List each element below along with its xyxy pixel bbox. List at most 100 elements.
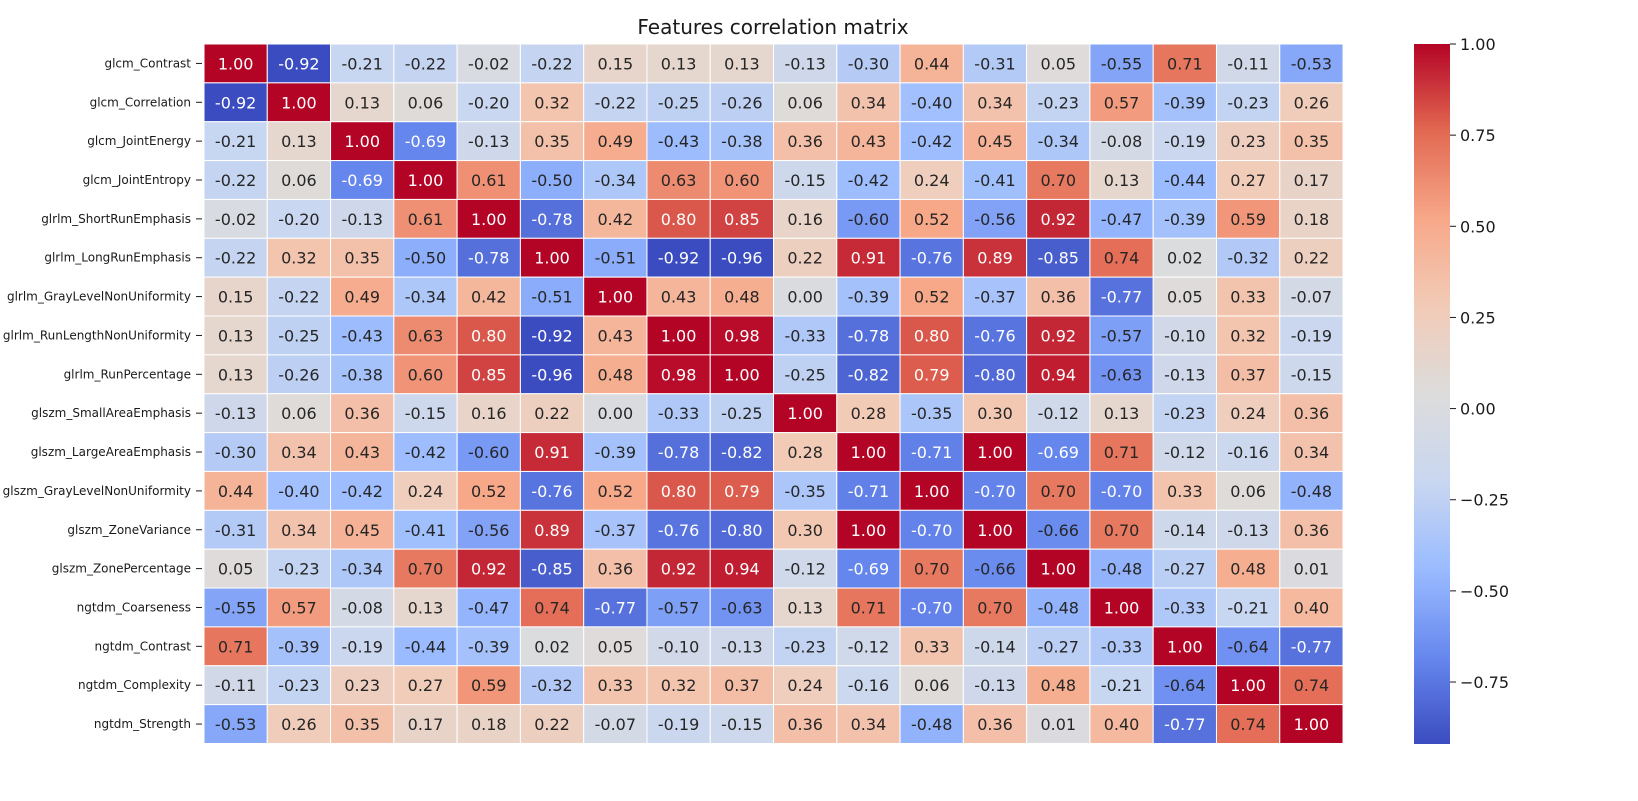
cell-value-label-r3-c0: -0.22 [215, 171, 256, 190]
cell-value-label-r11-c6: 0.52 [598, 482, 634, 501]
cell-value-label-r17-c3: 0.17 [408, 715, 444, 734]
heatmap-cell-r6-c9 [773, 276, 838, 317]
heatmap-cell-r15-c11 [899, 626, 964, 667]
heatmap-cell-r17-c3 [393, 704, 458, 744]
heatmap-cell-r10-c14 [1089, 432, 1154, 472]
cell-value-label-r12-c6: -0.37 [595, 521, 636, 540]
heatmap-cell-r0-c16 [1215, 43, 1281, 84]
heatmap-cell-r17-c17 [1279, 704, 1344, 744]
cell-value-label-r14-c15: -0.33 [1164, 598, 1205, 617]
cell-value-label-r7-c8: 0.98 [724, 326, 760, 345]
cell-value-label-r8-c0: 0.13 [218, 365, 254, 384]
heatmap-cell-r0-c13 [1026, 43, 1091, 84]
heatmap-cell-r17-c13 [1026, 704, 1091, 744]
row-label-glszm_ZoneVariance: glszm_ZoneVariance [67, 523, 191, 537]
cell-value-label-r11-c11: 1.00 [914, 482, 950, 501]
cell-value-label-r8-c17: -0.15 [1291, 365, 1332, 384]
heatmap-cell-r17-c16 [1215, 704, 1281, 744]
cell-value-label-r15-c13: -0.27 [1038, 637, 1079, 656]
heatmap-cell-r0-c5 [519, 43, 585, 84]
cell-value-label-r0-c17: -0.53 [1291, 54, 1332, 73]
heatmap-cell-r1-c17 [1279, 82, 1344, 123]
heatmap-cell-r5-c9 [773, 237, 838, 278]
cell-value-label-r15-c0: 0.71 [218, 637, 254, 656]
heatmap-cell-r6-c1 [266, 276, 332, 317]
heatmap-cell-r4-c15 [1152, 198, 1217, 239]
cell-value-label-r9-c0: -0.13 [215, 404, 256, 423]
heatmap-cell-r6-c3 [393, 276, 458, 317]
heatmap-cell-r12-c0 [203, 509, 268, 550]
cell-value-label-r9-c6: 0.00 [598, 404, 634, 423]
cell-value-label-r9-c17: 0.36 [1294, 404, 1330, 423]
cell-value-label-r4-c7: 0.80 [661, 210, 697, 229]
heatmap-cell-r13-c2 [330, 548, 395, 589]
cell-value-label-r3-c13: 0.70 [1040, 171, 1076, 190]
heatmap-cell-r4-c12 [962, 198, 1028, 239]
heatmap-cell-r10-c12 [962, 432, 1028, 472]
cell-value-label-r7-c17: -0.19 [1291, 326, 1332, 345]
cell-value-label-r3-c17: 0.17 [1294, 171, 1330, 190]
heatmap-cell-r17-c9 [773, 704, 838, 744]
cell-value-label-r9-c10: 0.28 [851, 404, 887, 423]
cell-value-label-r7-c4: 0.80 [471, 326, 507, 345]
heatmap-cell-r16-c14 [1089, 665, 1154, 706]
row-label-glrlm_ShortRunEmphasis: glrlm_ShortRunEmphasis [41, 212, 191, 226]
heatmap-cell-r14-c8 [709, 587, 775, 628]
heatmap-cell-r2-c8 [709, 121, 775, 162]
cell-value-label-r1-c5: 0.32 [534, 93, 570, 112]
cell-value-label-r10-c5: 0.91 [534, 443, 570, 462]
heatmap-cell-r2-c9 [773, 121, 838, 162]
cell-value-label-r16-c9: 0.24 [787, 676, 823, 695]
row-label-glrlm_LongRunEmphasis: glrlm_LongRunEmphasis [44, 251, 191, 265]
cell-value-label-r9-c9: 1.00 [787, 404, 823, 423]
heatmap-cell-r0-c0 [203, 43, 268, 84]
cell-value-label-r0-c10: -0.30 [848, 54, 889, 73]
heatmap-cell-r2-c14 [1089, 121, 1154, 162]
cell-value-label-r11-c15: 0.33 [1167, 482, 1203, 501]
heatmap-cell-r8-c15 [1152, 354, 1217, 395]
heatmap-cell-r7-c5 [519, 315, 585, 356]
heatmap-cell-r9-c3 [393, 393, 458, 434]
cell-value-label-r16-c6: 0.33 [598, 676, 634, 695]
heatmap-cell-r14-c7 [646, 587, 711, 628]
heatmap-cell-r9-c15 [1152, 393, 1217, 434]
cell-value-label-r16-c15: -0.64 [1164, 676, 1205, 695]
cell-value-label-r11-c2: -0.42 [341, 482, 382, 501]
cell-value-label-r5-c11: -0.76 [911, 249, 952, 268]
row-label-glszm_ZonePercentage: glszm_ZonePercentage [52, 562, 191, 576]
heatmap-cell-r2-c6 [583, 121, 648, 162]
row-label-glrlm_RunLengthNonUniformity: glrlm_RunLengthNonUniformity [3, 328, 191, 342]
cell-value-label-r13-c14: -0.48 [1101, 560, 1142, 579]
cell-value-label-r16-c12: -0.13 [974, 676, 1015, 695]
heatmap-cell-r3-c12 [962, 160, 1028, 200]
cell-value-label-r6-c4: 0.42 [471, 288, 507, 307]
cell-value-label-r2-c8: -0.38 [721, 132, 762, 151]
cell-value-label-r8-c6: 0.48 [598, 365, 634, 384]
cell-value-label-r0-c0: 1.00 [218, 54, 254, 73]
cell-value-label-r4-c9: 0.16 [787, 210, 823, 229]
cell-value-label-r4-c2: -0.13 [341, 210, 382, 229]
heatmap-cell-r11-c7 [646, 470, 711, 511]
cell-value-label-r0-c13: 0.05 [1040, 54, 1076, 73]
cell-value-label-r10-c1: 0.34 [281, 443, 317, 462]
heatmap-cell-r5-c14 [1089, 237, 1154, 278]
row-label-glszm_GrayLevelNonUniformity: glszm_GrayLevelNonUniformity [3, 484, 191, 498]
cell-value-label-r4-c14: -0.47 [1101, 210, 1142, 229]
row-label-ngtdm_Contrast: ngtdm_Contrast [94, 639, 191, 653]
heatmap-cell-r8-c0 [203, 354, 268, 395]
cell-value-label-r11-c0: 0.44 [218, 482, 254, 501]
cell-value-label-r10-c14: 0.71 [1104, 443, 1140, 462]
cell-value-label-r10-c10: 1.00 [851, 443, 887, 462]
heatmap-cell-r6-c4 [456, 276, 521, 317]
cell-value-label-r14-c14: 1.00 [1104, 598, 1140, 617]
heatmap-cell-r1-c3 [393, 82, 458, 123]
cell-value-label-r0-c14: -0.55 [1101, 54, 1142, 73]
colorbar-tick-label: −0.50 [1460, 582, 1509, 601]
cell-value-label-r5-c10: 0.91 [851, 249, 887, 268]
cell-value-label-r2-c3: -0.69 [405, 132, 446, 151]
cell-value-label-r1-c6: -0.22 [595, 93, 636, 112]
cell-value-label-r9-c13: -0.12 [1038, 404, 1079, 423]
cell-value-label-r0-c6: 0.15 [598, 54, 634, 73]
cell-value-label-r12-c9: 0.30 [787, 521, 823, 540]
